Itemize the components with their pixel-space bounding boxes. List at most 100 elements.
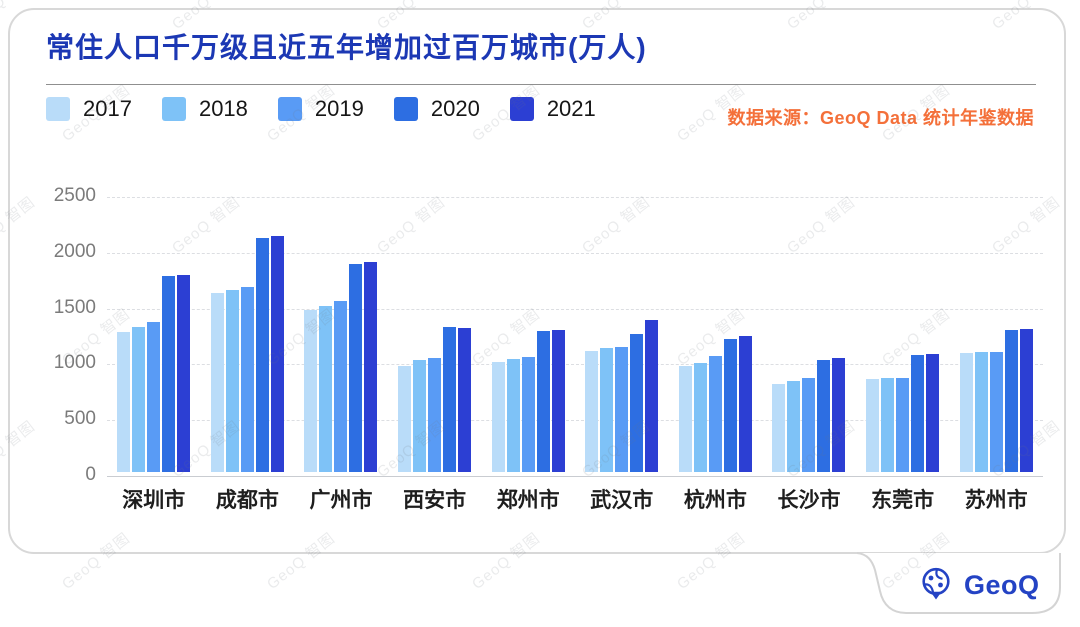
bar-郑州市-2020 [536, 331, 550, 472]
bar-长沙市-2020 [817, 359, 831, 472]
bar-杭州市-2018 [693, 362, 707, 472]
legend-item-2020: 2020 [393, 96, 480, 122]
bar-广州市-2017 [304, 310, 318, 472]
bar-东莞市-2017 [866, 378, 880, 472]
bar-group-苏州市 [949, 328, 1043, 472]
bar-西安市-2017 [398, 365, 412, 472]
y-tick-label: 1500 [53, 296, 96, 318]
legend-swatch [46, 97, 70, 121]
x-label-苏州市: 苏州市 [964, 489, 1028, 512]
y-tick-label: 500 [64, 408, 96, 430]
bar-成都市-2017 [210, 292, 224, 472]
bar-广州市-2018 [319, 305, 333, 472]
x-label-郑州市: 郑州市 [496, 489, 560, 512]
bar-郑州市-2021 [551, 329, 565, 472]
bar-西安市-2020 [443, 327, 457, 472]
gridline-2500 [107, 197, 1043, 198]
bar-深圳市-2017 [117, 332, 131, 472]
geoq-logo: GeoQ [916, 565, 1040, 605]
bar-武汉市-2018 [600, 348, 614, 472]
bar-group-东莞市 [856, 354, 950, 472]
gridline-1000 [107, 364, 1043, 366]
bar-郑州市-2017 [491, 361, 505, 472]
bar-广州市-2021 [364, 262, 378, 472]
bar-成都市-2018 [225, 289, 239, 472]
legend-label: 2021 [546, 96, 596, 121]
gridline-1500 [107, 308, 1043, 310]
x-label-武汉市: 武汉市 [590, 489, 654, 512]
legend-label: 2019 [314, 96, 364, 121]
bar-西安市-2019 [428, 358, 442, 472]
legend-item-2017: 2017 [46, 96, 132, 122]
bar-东莞市-2018 [881, 378, 895, 472]
bar-东莞市-2020 [911, 355, 925, 472]
geoq-owl-pin-icon [922, 567, 950, 600]
bar-苏州市-2021 [1019, 328, 1033, 472]
bar-深圳市-2018 [132, 326, 146, 472]
bar-group-成都市 [201, 235, 295, 472]
legend-label: 2018 [198, 96, 248, 121]
x-label-成都市: 成都市 [215, 489, 279, 512]
bar-长沙市-2021 [832, 357, 846, 472]
bar-长沙市-2019 [802, 378, 816, 472]
legend-label: 2020 [430, 96, 480, 121]
legend-swatch [277, 97, 302, 121]
y-tick-label: 1000 [53, 352, 96, 374]
legend-label: 2017 [83, 96, 132, 121]
bar-成都市-2020 [255, 238, 269, 472]
x-label-广州市: 广州市 [309, 489, 373, 512]
legend-item-2019: 2019 [277, 96, 364, 122]
bar-杭州市-2017 [678, 366, 692, 472]
gridline-500 [107, 420, 1043, 422]
y-tick-label: 2500 [53, 185, 96, 206]
legend-swatch [509, 97, 534, 121]
bar-苏州市-2017 [959, 352, 973, 472]
legend-swatch [393, 97, 418, 121]
bar-杭州市-2019 [708, 356, 722, 472]
legend-swatch [161, 97, 186, 121]
bar-武汉市-2021 [645, 319, 659, 472]
bar-group-深圳市 [107, 274, 201, 472]
bar-东莞市-2021 [926, 354, 940, 472]
bar-杭州市-2020 [723, 338, 737, 472]
bar-长沙市-2017 [772, 383, 786, 472]
bar-苏州市-2019 [989, 352, 1003, 472]
bar-西安市-2021 [458, 328, 472, 472]
bar-郑州市-2019 [521, 356, 535, 472]
x-label-东莞市: 东莞市 [871, 489, 935, 512]
chart-title: 常住人口千万级且近五年增加过百万城市(万人) [46, 32, 647, 63]
legend-item-2018: 2018 [161, 96, 248, 122]
gridline-2000 [107, 252, 1043, 254]
bar-长沙市-2018 [787, 381, 801, 472]
bar-group-郑州市 [481, 329, 575, 472]
bar-西安市-2018 [413, 360, 427, 472]
y-tick-label: 0 [85, 464, 96, 485]
bar-深圳市-2021 [177, 274, 191, 472]
x-label-长沙市: 长沙市 [777, 489, 841, 512]
x-axis-line [107, 476, 1043, 477]
x-label-深圳市: 深圳市 [122, 489, 186, 512]
bar-成都市-2021 [270, 235, 284, 472]
y-tick-label: 2000 [53, 240, 96, 262]
bar-东莞市-2019 [896, 377, 910, 472]
title-divider [46, 84, 1036, 85]
geoq-logo-text: GeoQ [964, 569, 1040, 600]
x-label-杭州市: 杭州市 [683, 489, 747, 512]
bar-广州市-2019 [334, 301, 348, 472]
bar-武汉市-2017 [585, 350, 599, 472]
chart-card: 常住人口千万级且近五年增加过百万城市(万人) 2017 2018 2019 2020 2… [8, 8, 1066, 554]
data-source-label: 数据来源：GeoQ Data 统计年鉴数据 [727, 108, 1034, 128]
bar-郑州市-2018 [506, 358, 520, 472]
x-label-西安市: 西安市 [403, 489, 467, 512]
bar-苏州市-2018 [974, 352, 988, 472]
bar-武汉市-2020 [630, 334, 644, 472]
bar-广州市-2020 [349, 263, 363, 472]
bar-苏州市-2020 [1004, 329, 1018, 472]
legend-item-2021: 2021 [509, 96, 596, 122]
bar-深圳市-2019 [147, 322, 161, 472]
legend: 2017 2018 2019 2020 2021 [46, 96, 596, 122]
bar-杭州市-2021 [738, 335, 752, 472]
bar-深圳市-2020 [162, 276, 176, 472]
